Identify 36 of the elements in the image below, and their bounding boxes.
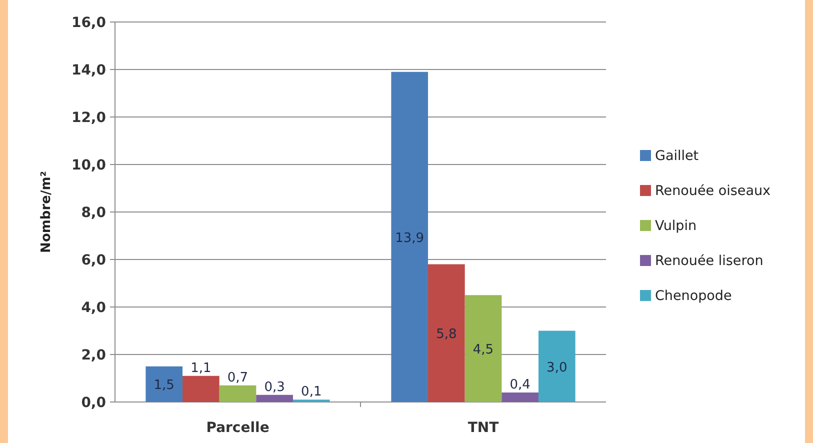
- x-tick-label: TNT: [468, 420, 500, 436]
- data-label: 0,7: [227, 370, 248, 386]
- data-label: 13,9: [395, 230, 424, 246]
- y-tick-label: 8,0: [81, 205, 106, 221]
- data-label: 0,1: [301, 384, 322, 400]
- bar: [538, 330, 576, 402]
- bar: [182, 376, 220, 402]
- y-tick-label: 14,0: [71, 62, 106, 78]
- legend-label: Vulpin: [655, 218, 697, 234]
- legend-label: Renouée oiseaux: [655, 183, 771, 199]
- y-axis-title: Nombre/m²: [39, 171, 54, 253]
- legend-label: Gaillet: [655, 148, 699, 164]
- data-label: 5,8: [436, 327, 457, 342]
- bar: [219, 385, 256, 402]
- data-label: 0,3: [264, 380, 285, 395]
- bar: [428, 264, 465, 402]
- data-label: 1,1: [190, 360, 212, 376]
- bar: [256, 394, 293, 402]
- y-tick-label: 0,0: [81, 395, 106, 411]
- y-tick-label: 4,0: [81, 300, 106, 316]
- y-tick-label: 16,0: [71, 15, 106, 31]
- y-tick-label: 12,0: [71, 110, 106, 126]
- x-tick-label: Parcelle: [206, 420, 270, 436]
- data-label: 0,4: [510, 378, 530, 392]
- bar: [502, 392, 538, 402]
- data-label: 4,5: [472, 342, 494, 358]
- y-tick-label: 2,0: [81, 348, 106, 364]
- bar: [146, 366, 183, 402]
- y-tick-label: 6,0: [81, 252, 106, 268]
- legend-label: Chenopode: [655, 288, 732, 304]
- bar: [464, 295, 502, 402]
- legend-label: Renouée liseron: [655, 253, 764, 269]
- data-label: 1,5: [154, 378, 174, 394]
- y-tick-label: 10,0: [71, 158, 106, 174]
- data-label: 3,0: [546, 360, 568, 376]
- bar: [391, 72, 428, 402]
